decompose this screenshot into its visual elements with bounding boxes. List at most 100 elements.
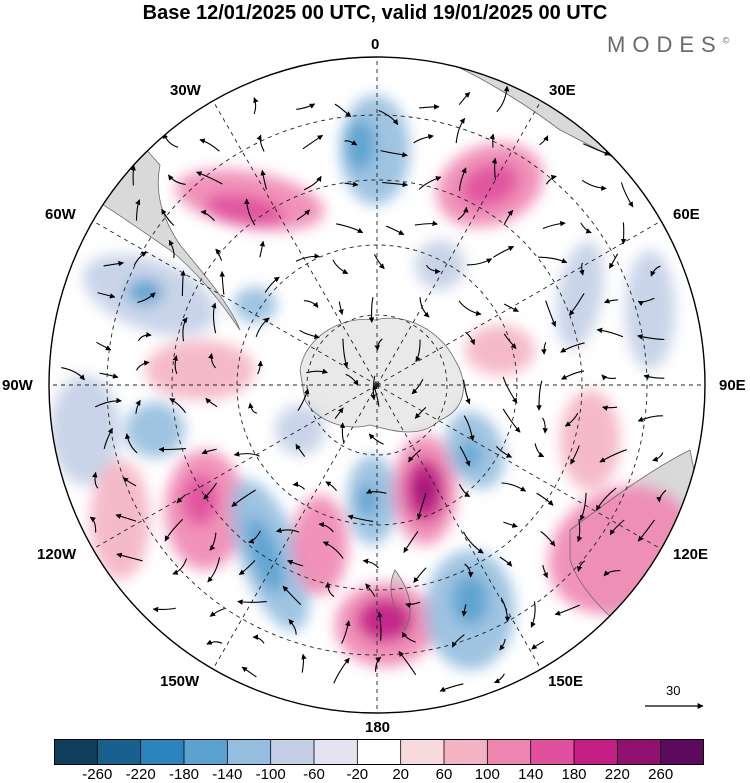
wind-arrow xyxy=(333,657,350,684)
wind-arrow xyxy=(206,639,223,645)
colorbar-label: 100 xyxy=(474,766,500,783)
meridian-line xyxy=(90,384,378,551)
wind-arrow xyxy=(542,565,548,579)
wind-arrow xyxy=(164,518,184,542)
wind-arrow xyxy=(244,198,256,226)
wind-arrow xyxy=(489,133,495,148)
colorbar-swatch xyxy=(270,739,315,765)
anomaly-blob xyxy=(345,120,375,170)
wind-arrow xyxy=(637,415,663,422)
wind-arrow xyxy=(637,334,665,341)
wind-arrow xyxy=(463,415,475,442)
colorbar-swatch xyxy=(140,739,185,765)
wind-arrow xyxy=(260,169,268,190)
meridian-line xyxy=(211,384,378,672)
wind-arrow xyxy=(461,604,467,617)
wind-arrow xyxy=(439,683,464,692)
anomaly-blob xyxy=(465,325,535,375)
anomaly-blob xyxy=(357,598,413,642)
latitude-circle xyxy=(306,314,448,456)
lon-label-30e: 30E xyxy=(549,82,576,99)
wind-arrow xyxy=(408,449,421,463)
wind-arrow xyxy=(252,634,265,644)
wind-arrow xyxy=(257,360,264,375)
wind-arrow xyxy=(344,181,359,187)
anomaly-blob xyxy=(452,575,488,625)
wind-arrow xyxy=(603,570,621,577)
map-title: Base 12/01/2025 00 UTC, valid 19/01/2025… xyxy=(142,2,608,24)
wind-arrow xyxy=(414,406,427,419)
wind-arrow xyxy=(238,560,256,576)
wind-arrow xyxy=(534,443,545,458)
wind-arrow xyxy=(303,175,322,191)
wind-arrow xyxy=(89,516,97,533)
lon-label-120e: 120E xyxy=(673,546,709,563)
wind-arrow xyxy=(540,531,556,547)
lon-label-60e: 60E xyxy=(673,206,700,223)
wind-arrow xyxy=(301,653,307,673)
latitude-circle xyxy=(171,179,583,591)
wind-arrow xyxy=(341,620,351,644)
wind-arrow xyxy=(288,618,297,635)
wind-arrow xyxy=(405,601,421,609)
wind-arrow xyxy=(495,446,513,458)
wind-arrow xyxy=(583,143,611,156)
wind-arrow xyxy=(322,541,344,559)
wind-arrow xyxy=(568,293,585,316)
anomaly-blob xyxy=(556,240,604,350)
wind-arrow xyxy=(172,355,178,375)
wind-arrow xyxy=(334,407,344,419)
wind-arrow xyxy=(503,303,519,312)
wind-arrow xyxy=(542,417,549,434)
wind-arrow xyxy=(603,298,618,304)
colorbar-label: 60 xyxy=(435,766,453,783)
wind-arrow xyxy=(248,402,257,414)
wind-arrow xyxy=(168,239,175,259)
wind-arrow xyxy=(169,398,187,414)
wind-arrow xyxy=(539,135,549,146)
colorbar-swatch xyxy=(314,739,358,765)
wind-arrow xyxy=(503,209,514,226)
antarctica-landmass xyxy=(300,318,464,432)
wind-arrow xyxy=(643,374,665,380)
wind-arrow xyxy=(637,297,655,307)
wind-arrow xyxy=(116,552,143,562)
wind-arrow xyxy=(292,481,306,490)
wind-arrow xyxy=(103,427,113,450)
lon-label-120w: 120W xyxy=(37,546,77,563)
wind-arrow xyxy=(413,134,434,144)
wind-arrow xyxy=(97,292,116,299)
anomaly-blob xyxy=(275,405,325,455)
lon-label-90e: 90E xyxy=(719,377,746,394)
meridian-line xyxy=(376,384,543,672)
wind-arrow xyxy=(577,519,583,543)
wind-arrow xyxy=(365,583,376,597)
coastline xyxy=(569,449,705,641)
wind-vectors xyxy=(61,85,667,692)
wind-arrow xyxy=(303,300,319,308)
wind-arrow xyxy=(466,258,493,266)
wind-arrow xyxy=(459,446,471,467)
wind-arrow xyxy=(299,329,320,340)
colorbar-swatch xyxy=(660,739,704,765)
wind-arrow xyxy=(401,631,416,643)
wind-arrow xyxy=(196,171,223,185)
wind-arrow xyxy=(302,134,324,150)
wind-arrow xyxy=(297,388,310,411)
wind-arrow xyxy=(502,408,521,433)
colorbar-swatch xyxy=(227,739,272,765)
anomaly-blob xyxy=(125,402,185,458)
wind-arrow xyxy=(135,199,141,221)
wind-arrow xyxy=(377,611,383,641)
wind-arrow xyxy=(542,220,566,230)
wind-arrow xyxy=(325,481,338,492)
wind-arrow xyxy=(561,370,585,380)
wind-arrow xyxy=(275,527,300,533)
wind-arrow xyxy=(580,222,592,234)
wind-arrow xyxy=(602,405,618,411)
wind-arrow xyxy=(336,223,364,234)
wind-arrow xyxy=(334,103,352,118)
colorbar-swatch xyxy=(530,739,575,765)
wind-arrow xyxy=(366,488,387,494)
colorbar-swatch xyxy=(617,739,662,765)
